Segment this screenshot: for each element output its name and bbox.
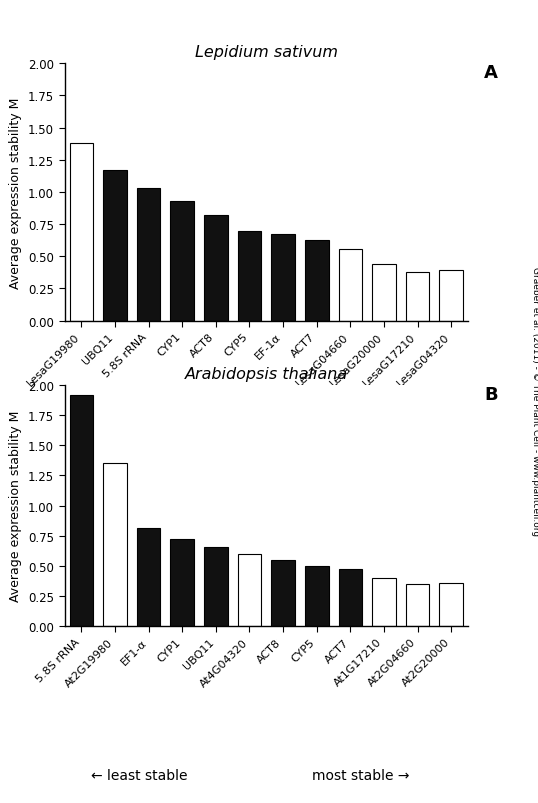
Y-axis label: Average expression stability M: Average expression stability M: [10, 410, 23, 601]
Bar: [406, 585, 429, 626]
Bar: [137, 528, 160, 626]
Bar: [372, 265, 396, 321]
Bar: [440, 271, 463, 321]
Bar: [204, 216, 228, 321]
Y-axis label: Average expression stability M: Average expression stability M: [10, 97, 23, 288]
Text: A: A: [484, 64, 498, 82]
Bar: [238, 231, 261, 321]
Bar: [238, 554, 261, 626]
Text: B: B: [484, 385, 498, 403]
Bar: [338, 570, 362, 626]
Bar: [69, 395, 93, 626]
Bar: [338, 249, 362, 321]
Bar: [305, 566, 329, 626]
Bar: [372, 578, 396, 626]
Title: Lepidium sativum: Lepidium sativum: [195, 45, 338, 60]
Bar: [406, 272, 429, 321]
Text: ← least stable: ← least stable: [91, 768, 188, 782]
Bar: [271, 235, 295, 321]
Text: Graeber et al. (2011) - © The Plant Cell - www.plantcell.org: Graeber et al. (2011) - © The Plant Cell…: [531, 267, 538, 536]
Title: Arabidopsis thaliana: Arabidopsis thaliana: [185, 366, 348, 381]
Bar: [305, 240, 329, 321]
Bar: [137, 189, 160, 321]
Bar: [171, 540, 194, 626]
Bar: [271, 560, 295, 626]
Text: most stable →: most stable →: [312, 768, 409, 782]
Bar: [171, 202, 194, 321]
Bar: [103, 464, 127, 626]
Bar: [440, 583, 463, 626]
Bar: [103, 171, 127, 321]
Bar: [69, 144, 93, 321]
Bar: [204, 547, 228, 626]
